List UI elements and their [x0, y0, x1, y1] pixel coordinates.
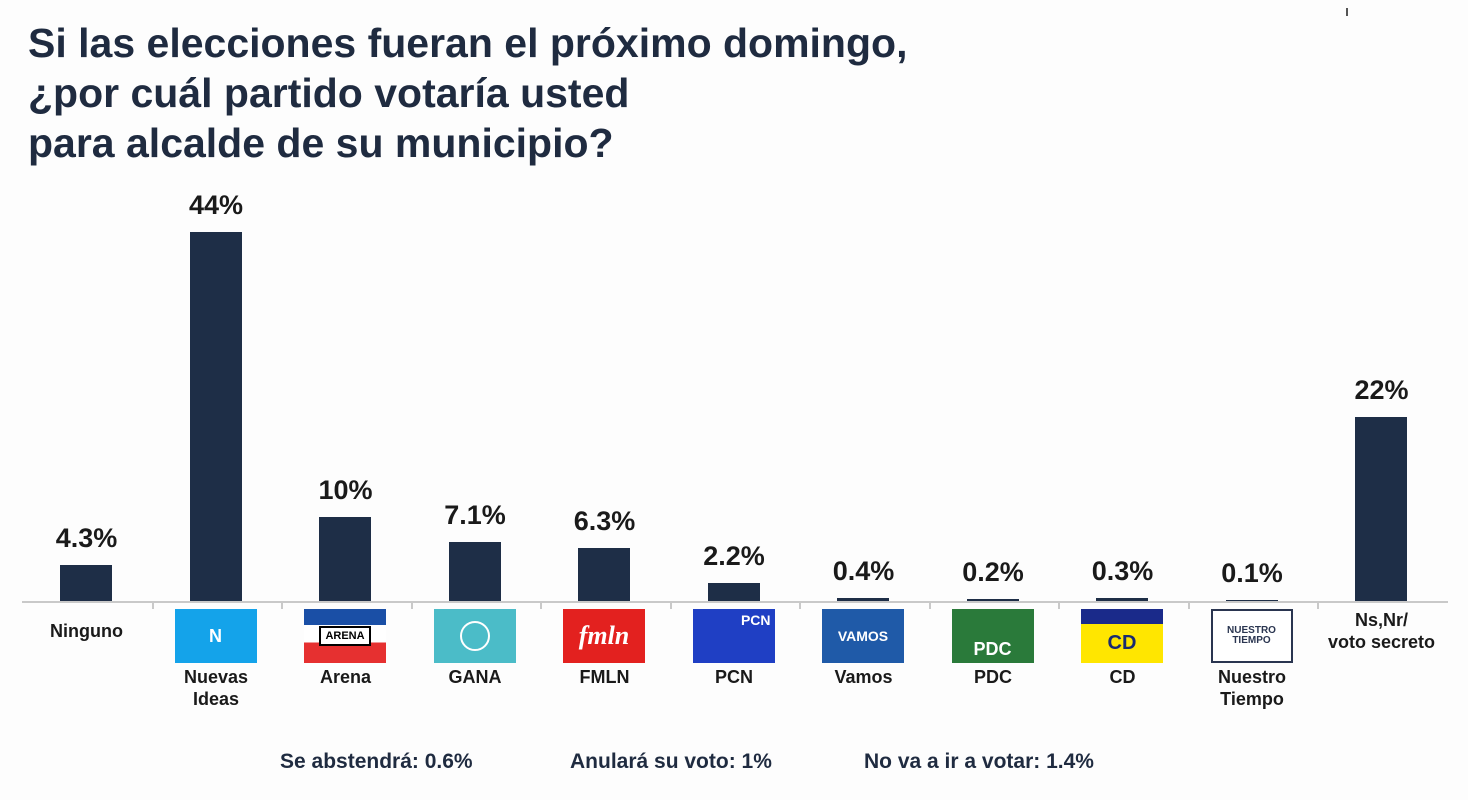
category-label-line: GANA [448, 667, 502, 687]
category-label-line: Arena [319, 667, 372, 687]
category-label: Vamos [799, 666, 928, 688]
bar-pcn [707, 582, 760, 601]
category-label-line: Nuevas [183, 667, 249, 687]
data-label: 44% [188, 190, 244, 221]
bar-cd [1096, 598, 1148, 601]
axis-tick [281, 601, 283, 609]
bar-ninguno [60, 564, 112, 601]
bar-group-cd: 0.3% CD CD [1058, 0, 1187, 800]
bar-group-gana: 7.1% GANA GANA [411, 0, 540, 800]
axis-tick [928, 601, 931, 609]
category-label-line: voto secreto [1327, 632, 1436, 652]
category-label: Nuestro Tiempo [1188, 666, 1317, 710]
corner-mark [1346, 8, 1348, 16]
bar-nuestro-tiempo [1225, 599, 1278, 601]
logo-text: N [209, 625, 222, 646]
bar-fmln [578, 548, 630, 601]
logo-text: PCN [740, 612, 771, 628]
axis-tick [1058, 601, 1060, 609]
category-label-line: FMLN [579, 667, 630, 687]
data-label: 22% [1354, 374, 1409, 405]
bar-nuevas-ideas [189, 232, 242, 601]
data-label: 7.1% [444, 499, 506, 530]
bar-group-ns-nr-voto-secreto: 22% Ns,Nr/voto secreto [1317, 0, 1446, 800]
axis-tick [669, 601, 672, 609]
category-label: CD [1058, 666, 1187, 688]
category-label: FMLN [540, 666, 669, 688]
category-label-line: CD [1109, 667, 1136, 687]
axis-tick [151, 601, 154, 609]
bar-group-ninguno: 4.3% Ninguno [22, 0, 151, 800]
category-label-line: Vamos [834, 667, 893, 687]
footnote-annul: Anulará su voto: 1% [570, 750, 772, 773]
category-label-line: PCN [714, 667, 753, 687]
logo-text: fmln [578, 621, 630, 650]
logo-text: NUESTRO TIEMPO [1227, 625, 1276, 646]
party-logo-nuevas-ideas: N [174, 609, 257, 663]
x-axis [22, 601, 1448, 603]
axis-tick [540, 601, 542, 609]
data-label: 2.2% [703, 540, 765, 571]
title-line-3: para alcalde de su municipio? [28, 120, 614, 166]
party-logo-fmln: fmln [563, 609, 645, 663]
logo-text: VAMOS [837, 628, 889, 644]
axis-tick [1317, 601, 1319, 609]
bar-vamos [837, 597, 889, 601]
chart-title: Si las elecciones fueran el próximo domi… [28, 18, 907, 168]
category-label: Ninguno [22, 620, 151, 642]
category-label: GANA [411, 666, 540, 688]
bar-group-pdc: 0.2% PDC PDC [929, 0, 1058, 800]
category-label: Nuevas Ideas [152, 666, 281, 710]
footnote-abstain: Se abstendrá: 0.6% [280, 750, 473, 773]
logo-text: PDC [973, 639, 1012, 659]
data-label: 4.3% [55, 522, 118, 553]
bar-gana [448, 541, 501, 601]
data-label: 10% [318, 475, 373, 506]
party-logo-pcn: PCN [692, 609, 775, 663]
party-logo-cd: CD [1081, 609, 1163, 663]
data-label: 0.1% [1221, 557, 1283, 588]
bar-group-fmln: 6.3% fmln FMLN [540, 0, 669, 800]
category-label-line: Ns,Nr/ [1354, 610, 1408, 630]
category-label: Arena [281, 666, 410, 688]
category-label-line: Ideas [192, 689, 240, 709]
bar-arena [319, 517, 371, 601]
category-label-line: Tiempo [1220, 689, 1284, 709]
party-logo-arena: ARENA [304, 609, 386, 663]
bar-group-nuestro-tiempo: 0.1% NUESTRO TIEMPO Nuestro Tiempo [1188, 0, 1317, 800]
logo-text: CD [1107, 631, 1137, 654]
party-logo-gana: GANA [433, 609, 516, 663]
title-line-2: ¿por cuál partido votaría usted [28, 70, 630, 116]
party-logo-vamos: VAMOS [822, 609, 904, 663]
category-label-line: PDC [973, 667, 1012, 687]
bar-group-vamos: 0.4% VAMOS Vamos [799, 0, 928, 800]
party-logo-pdc: PDC [951, 609, 1034, 663]
logo-text: GANA [459, 621, 490, 651]
party-logo-nuestro-tiempo: NUESTRO TIEMPO [1210, 609, 1293, 663]
axis-tick [1187, 601, 1190, 609]
category-label: Ns,Nr/voto secreto [1317, 609, 1446, 653]
title-line-1: Si las elecciones fueran el próximo domi… [28, 20, 908, 66]
bar-ns-nr-voto-secreto [1355, 416, 1407, 601]
data-label: 0.4% [832, 555, 895, 586]
data-label: 6.3% [573, 506, 636, 537]
bar-pdc [966, 599, 1019, 601]
logo-text: ARENA [319, 626, 371, 646]
axis-tick [410, 601, 413, 609]
category-label-line: Ninguno [50, 621, 123, 641]
category-label: PCN [670, 666, 799, 688]
data-label: 0.3% [1091, 556, 1154, 587]
axis-tick [799, 601, 801, 609]
data-label: 0.2% [962, 557, 1024, 588]
footnote-not-vote: No va a ir a votar: 1.4% [864, 750, 1094, 773]
category-label-line: Nuestro [1217, 667, 1286, 687]
bar-group-arena: 10% ARENA Arena [281, 0, 410, 800]
bar-group-nuevas-ideas: 44% N Nuevas Ideas [152, 0, 281, 800]
bar-group-pcn: 2.2% PCN PCN [670, 0, 799, 800]
category-label: PDC [929, 666, 1058, 688]
